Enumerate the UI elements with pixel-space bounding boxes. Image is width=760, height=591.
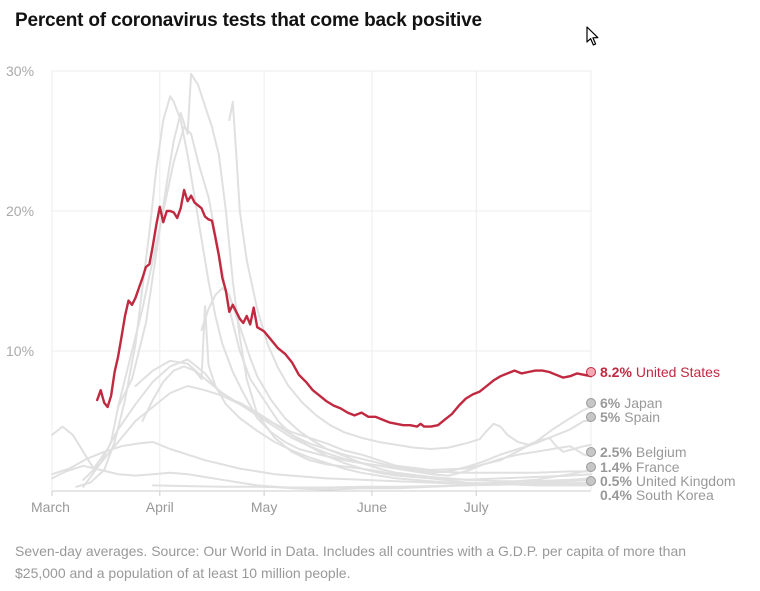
background-series-group <box>51 72 592 491</box>
line-chart: 30%20%10% March April May June July 8.2% Unit… <box>6 63 736 515</box>
series-end-name: United Kingdom <box>636 473 736 489</box>
background-country-line <box>141 305 592 485</box>
series-end-value: 8.2% <box>600 364 632 380</box>
chart-title: Percent of coronavirus tests that come b… <box>15 10 482 31</box>
highlight-series-group <box>96 188 593 428</box>
series-end-value: 0.5% <box>600 473 632 489</box>
background-country-line <box>75 95 592 488</box>
united-states-line <box>96 188 593 428</box>
series-end-label: 0.4% South Korea <box>600 487 714 503</box>
background-country-line <box>51 441 592 487</box>
series-end-label: 5% Spain <box>600 409 660 425</box>
series-end-value: 0.4% <box>600 487 632 503</box>
series-end-marker <box>586 367 596 377</box>
y-tick-label: 20% <box>6 203 34 219</box>
grid-lines <box>51 70 592 496</box>
background-country-line <box>228 100 592 453</box>
footnote: Seven-day averages. Source: Our World in… <box>15 543 687 581</box>
series-end-label: 0.5% United Kingdom <box>600 473 736 489</box>
series-end-value: 5% <box>600 409 621 425</box>
series-end-name: Belgium <box>636 444 687 460</box>
series-end-label: 6% Japan <box>600 395 662 411</box>
series-end-marker <box>586 398 596 408</box>
background-country-line <box>82 385 592 481</box>
background-country-line <box>151 481 592 489</box>
series-end-label: 8.2% United States <box>600 364 720 380</box>
x-tick-label: June <box>357 499 388 515</box>
background-country-line <box>200 287 592 483</box>
background-country-line <box>134 359 592 474</box>
x-tick-label: May <box>251 499 277 515</box>
y-tick-label: 30% <box>6 63 34 79</box>
series-end-value: 2.5% <box>600 444 632 460</box>
series-end-value: 6% <box>600 395 621 411</box>
series-end-name: France <box>636 459 680 475</box>
series-end-name: United States <box>636 364 720 380</box>
series-end-marker <box>586 476 596 486</box>
arrow-cursor-icon <box>586 26 599 46</box>
series-end-marker <box>586 462 596 472</box>
series-end-marker <box>586 447 596 457</box>
series-end-label: 2.5% Belgium <box>600 444 687 460</box>
x-tick-label: July <box>464 499 489 515</box>
y-axis: 30% 20% 10% <box>6 63 34 359</box>
series-end-name: Spain <box>624 409 660 425</box>
series-end-name: Japan <box>624 395 662 411</box>
series-end-label: 1.4% France <box>600 459 680 475</box>
x-tick-label: March <box>31 499 70 515</box>
background-country-line <box>117 72 592 485</box>
series-end-name: South Korea <box>636 487 714 503</box>
series-end-marker <box>586 412 596 422</box>
x-axis: March April May June July <box>31 499 489 515</box>
x-tick-label: April <box>146 499 174 515</box>
y-tick-label: 10% <box>6 343 34 359</box>
series-end-value: 1.4% <box>600 459 632 475</box>
